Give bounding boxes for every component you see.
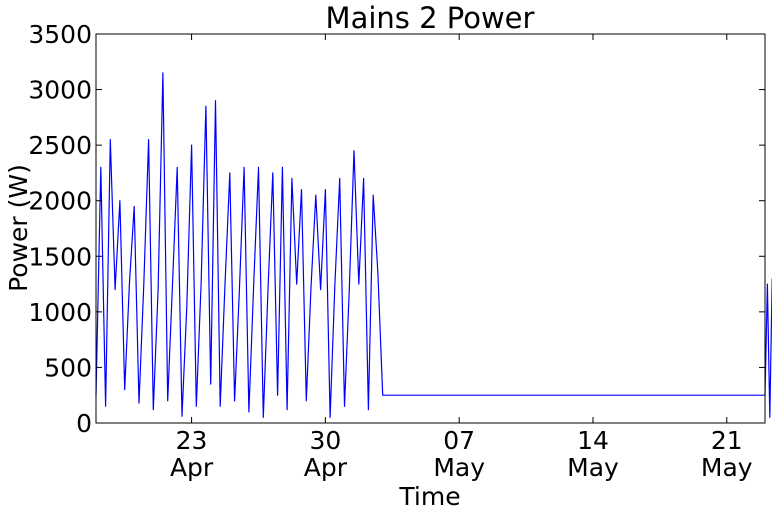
y-tick-label: 0 [76, 409, 92, 438]
series-line-1 [95, 72, 772, 418]
y-tick-label: 2000 [28, 187, 92, 216]
x-tick-label-day: 21 [711, 426, 743, 455]
y-axis-label: Power (W) [4, 164, 33, 292]
y-tick-label: 3000 [28, 76, 92, 105]
y-tick-label: 3500 [28, 20, 92, 49]
x-tick-label-day: 30 [309, 426, 341, 455]
x-tick-label-day: 23 [176, 426, 208, 455]
y-tick-label: 1000 [28, 298, 92, 327]
x-tick-label-month: May [433, 453, 485, 482]
x-axis-label: Time [398, 482, 460, 511]
chart-title: Mains 2 Power [326, 1, 535, 35]
x-tick-label-month: Apr [304, 453, 348, 482]
plot-area [96, 34, 765, 423]
series-layer [95, 72, 772, 418]
x-tick-label-day: 07 [443, 426, 475, 455]
x-tick-label-month: May [567, 453, 619, 482]
x-tick-label-day: 14 [577, 426, 609, 455]
y-tick-label: 2500 [28, 131, 92, 160]
x-tick-label-month: Apr [170, 453, 214, 482]
y-tick-label: 1500 [28, 242, 92, 271]
y-axis: 0 500 1000 1500 2000 2500 3000 3500 [28, 20, 765, 438]
x-tick-label-month: May [701, 453, 753, 482]
y-tick-label: 500 [44, 353, 92, 382]
plot-frame [95, 33, 766, 424]
